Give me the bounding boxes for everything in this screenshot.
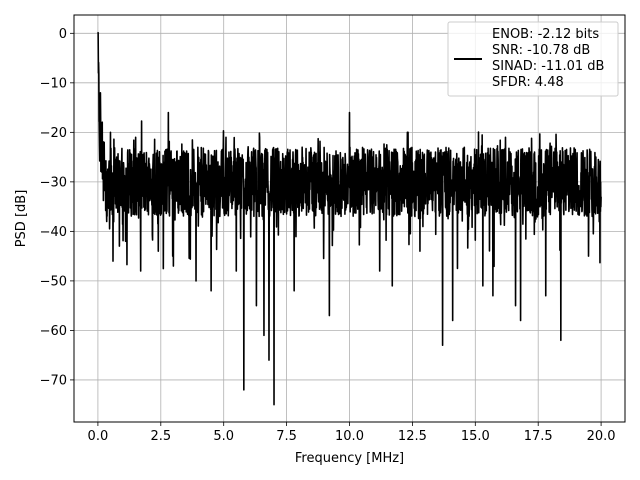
y-axis-label: PSD [dB] <box>14 190 29 248</box>
y-tick-label: −10 <box>40 76 67 91</box>
legend: ENOB: -2.12 bits SNR: -10.78 dB SINAD: -… <box>447 21 619 97</box>
legend-line-sfdr: SFDR: 4.48 <box>492 75 564 90</box>
x-tick-label: 15.0 <box>461 429 490 444</box>
y-tick-label: −60 <box>40 324 67 339</box>
x-axis-label: Frequency [MHz] <box>295 451 404 466</box>
legend-line-snr: SNR: -10.78 dB <box>492 43 590 58</box>
x-tick-label: 5.0 <box>213 429 234 444</box>
psd-series-line <box>97 31 602 406</box>
x-tick-label: 7.5 <box>276 429 297 444</box>
y-axis-ticks: 0 −10 −20 −30 −40 −50 −60 −70 <box>40 27 74 388</box>
y-tick-label: −30 <box>40 175 67 190</box>
x-tick-label: 20.0 <box>587 429 616 444</box>
x-tick-label: 17.5 <box>524 429 553 444</box>
series-group <box>97 31 602 406</box>
y-tick-label: −70 <box>40 373 67 388</box>
x-tick-label: 2.5 <box>150 429 171 444</box>
x-axis-ticks: 0.0 2.5 5.0 7.5 10.0 12.5 15.0 17.5 20.0 <box>88 422 616 444</box>
x-tick-label: 12.5 <box>398 429 427 444</box>
legend-box <box>447 21 619 97</box>
x-tick-label: 10.0 <box>335 429 364 444</box>
legend-line-enob: ENOB: -2.12 bits <box>492 27 599 42</box>
y-tick-label: 0 <box>59 27 67 42</box>
legend-line-sinad: SINAD: -11.01 dB <box>492 59 604 74</box>
y-tick-label: −50 <box>40 274 67 289</box>
y-tick-label: −40 <box>40 225 67 240</box>
x-tick-label: 0.0 <box>88 429 109 444</box>
y-tick-label: −20 <box>40 126 67 141</box>
